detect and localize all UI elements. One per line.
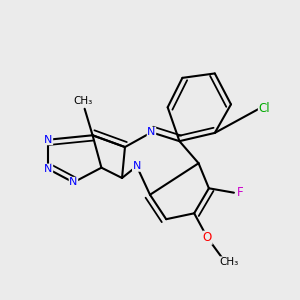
Text: N: N <box>44 135 52 145</box>
Text: N: N <box>44 164 52 174</box>
Text: Cl: Cl <box>258 102 270 115</box>
Text: N: N <box>147 127 156 137</box>
Text: N: N <box>133 161 141 171</box>
Text: CH₃: CH₃ <box>220 257 239 267</box>
Text: N: N <box>69 177 78 188</box>
Text: O: O <box>203 231 212 244</box>
Text: CH₃: CH₃ <box>74 96 93 106</box>
Text: F: F <box>236 186 243 199</box>
